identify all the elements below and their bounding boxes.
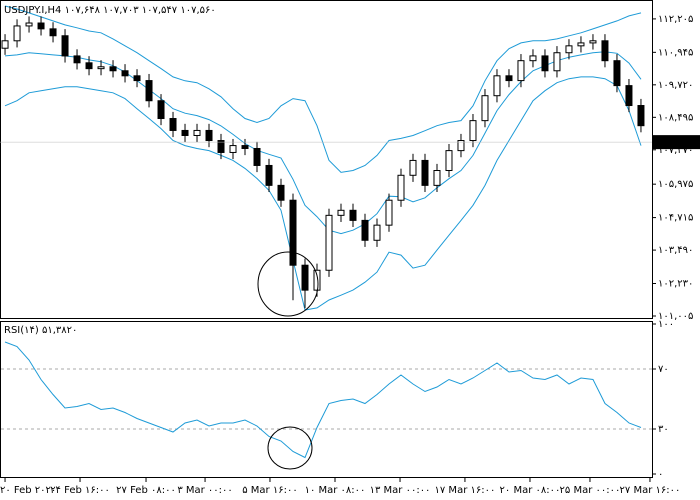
candle-body <box>625 85 633 107</box>
y-tick-label: ۱۰۴,۷۱۵ <box>658 213 693 224</box>
candle-body <box>109 66 117 72</box>
candle-body <box>157 100 165 120</box>
y-tick-label: ۱۰۳,۴۹۰ <box>658 245 693 256</box>
x-tick-label: ۱۰ Mar ۰۸:۰۰ <box>305 485 366 496</box>
candle-body <box>205 129 213 142</box>
candle-body <box>637 105 645 127</box>
candle-body <box>133 75 141 82</box>
candle-body <box>253 147 261 166</box>
candle-body <box>481 95 489 122</box>
candle-body <box>505 75 513 82</box>
y-tick-label: ۰ <box>658 469 663 480</box>
candle-body <box>373 224 381 241</box>
candle-body <box>193 129 201 136</box>
candle-body <box>349 209 357 221</box>
candle-body <box>313 269 321 291</box>
plot-layers: ۱۱۲,۲۰۵ ۱۱۰,۹۴۵ ۱۰۹,۷۲۰ ۱۰۸,۴۹۵ ۱۰۷,۲۷۰ ۱۰۵,۹… <box>0 5 700 496</box>
x-tick-label: ۲۰ Feb ۲۰۲۰ <box>0 485 56 496</box>
candle-body <box>553 52 561 72</box>
candle-body <box>217 140 225 153</box>
candle-body <box>325 214 333 271</box>
highlight-circle <box>257 251 319 317</box>
y-tick-label: ۱۱۰,۹۴۵ <box>658 47 693 58</box>
x-tick-label: ۱۳ Mar ۰۰:۰۰ <box>370 485 431 496</box>
candle-body <box>589 40 597 44</box>
candle-body <box>61 35 69 57</box>
candle-body <box>229 145 237 153</box>
candle-body <box>565 45 573 54</box>
candle-body <box>241 145 249 149</box>
candle-body <box>181 129 189 136</box>
y-tick-label: ۳۰ <box>658 424 669 435</box>
last-price-tag <box>652 135 700 150</box>
candle-body <box>145 80 153 102</box>
candle-body <box>385 199 393 226</box>
candle-body <box>493 75 501 97</box>
candle-body <box>517 60 525 82</box>
candle-body <box>469 120 477 142</box>
symbol-header: USDJPY.I,H4 ۱۰۷,۶۴۸ ۱۰۷,۷۰۳ ۱۰۷,۵۴۷ ۱۰۷,… <box>4 5 216 16</box>
y-tick-label: ۱۰۱,۰۰۵ <box>658 311 693 322</box>
candle-body <box>277 184 285 201</box>
candle-body <box>361 219 369 241</box>
band-line <box>4 51 642 235</box>
rsi-header: RSI(۱۴) ۵۱,۳۸۲۰ <box>4 325 77 336</box>
x-tick-label: ۱۷ Mar ۱۶:۰۰ <box>435 485 496 496</box>
candle-body <box>445 150 453 172</box>
candle-body <box>301 264 309 291</box>
candle-body <box>337 209 345 216</box>
y-tick-label: ۱۰۷,۲۷۰ <box>658 145 693 156</box>
candle-body <box>85 62 93 70</box>
y-tick-label: ۷۰ <box>658 364 669 375</box>
x-tick-label: ۵ Mar ۱۶:۰۰ <box>242 485 297 496</box>
candle-body <box>169 118 177 131</box>
y-tick-label: ۱۰۰ <box>658 319 674 330</box>
y-tick-label: ۱۰۸,۴۹۵ <box>658 112 693 123</box>
x-tick-label: ۲۷ Feb ۰۸:۰۰ <box>116 485 176 496</box>
highlight-circle <box>267 426 313 470</box>
rsi-line <box>4 341 642 459</box>
band-line <box>4 76 642 311</box>
candle-body <box>457 140 465 152</box>
candle-body <box>97 66 105 70</box>
candle-body <box>613 60 621 87</box>
x-tick-label: ۳ Mar ۰۰:۰۰ <box>177 485 232 496</box>
candle-body <box>577 42 585 47</box>
candle-body <box>73 55 81 64</box>
candle-body <box>49 28 57 37</box>
candle-body <box>1 40 9 49</box>
last-price-label: ۱۰۷,۵۶۰ <box>658 137 693 148</box>
candle-body <box>121 70 129 77</box>
y-tick-label: ۱۰۹,۷۲۰ <box>658 80 693 91</box>
y-tick-label: ۱۱۲,۲۰۵ <box>658 14 693 25</box>
candle-body <box>529 55 537 62</box>
candle-body <box>37 22 45 30</box>
rsi-panel <box>0 321 653 478</box>
x-tick-label: ۲۴ Feb ۱۶:۰۰ <box>50 485 110 496</box>
candle-body <box>601 40 609 62</box>
candle-body <box>25 22 33 27</box>
candle-body <box>397 174 405 201</box>
band-line <box>4 5 642 173</box>
candle-body <box>13 25 21 42</box>
x-tick-label: ۲۰ Mar ۰۸:۰۰ <box>500 485 561 496</box>
y-tick-label: ۱۰۲,۲۳۰ <box>658 279 693 290</box>
candle-body <box>289 199 297 266</box>
candle-body <box>433 170 441 186</box>
x-tick-label: ۲۵ Mar ۰۰:۰۰ <box>560 485 621 496</box>
main-panel <box>0 0 653 319</box>
candle-body <box>541 55 549 72</box>
x-tick-label: ۲۷ Mar ۱۶:۰۰ <box>620 485 681 496</box>
candle-body <box>421 159 429 186</box>
candle-body <box>265 164 273 186</box>
y-tick-label: ۱۰۵,۹۷۵ <box>658 179 693 190</box>
candle-body <box>409 159 417 176</box>
